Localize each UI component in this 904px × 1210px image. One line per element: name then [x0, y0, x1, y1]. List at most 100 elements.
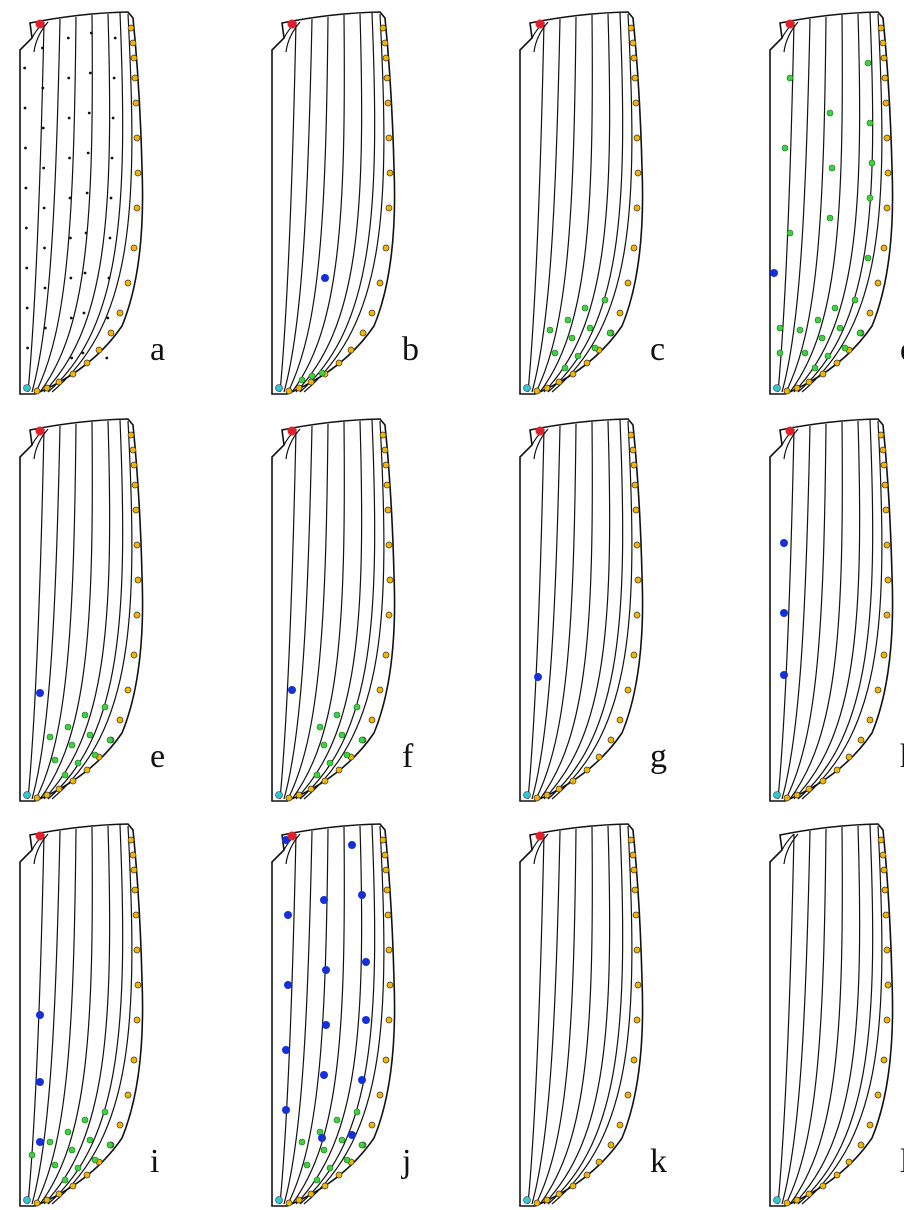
green-dot — [102, 704, 108, 710]
green-dot — [299, 1139, 305, 1145]
yellow-dot — [386, 947, 392, 953]
yellow-dot — [130, 447, 136, 453]
yellow-dot — [584, 1172, 590, 1178]
green-dot — [575, 353, 581, 359]
blue-dot — [534, 673, 542, 681]
black-dot — [42, 167, 45, 170]
yellow-dot — [881, 55, 887, 61]
yellow-dot — [131, 652, 137, 658]
green-dot — [359, 1142, 365, 1148]
panel-label: b — [402, 331, 419, 368]
green-dot — [327, 1165, 333, 1171]
green-dot — [569, 335, 575, 341]
green-dot — [309, 373, 315, 379]
cyan-dot — [774, 1197, 781, 1204]
yellow-dot — [634, 947, 640, 953]
yellow-dot — [384, 482, 390, 488]
black-dot — [68, 157, 71, 160]
black-dot — [44, 327, 47, 330]
green-dot — [562, 365, 568, 371]
black-dot — [69, 237, 72, 240]
green-dot — [69, 742, 75, 748]
black-dot — [24, 107, 27, 110]
yellow-dot — [386, 205, 392, 211]
green-dot — [827, 215, 833, 221]
green-dot — [787, 230, 793, 236]
yellow-dot — [386, 612, 392, 618]
blue-dot — [318, 1134, 326, 1142]
panel: j — [272, 824, 411, 1206]
panel-label: e — [150, 738, 165, 775]
panel-label: g — [650, 738, 667, 775]
yellow-dot — [56, 379, 62, 385]
yellow-dot — [322, 1183, 328, 1189]
yellow-dot — [360, 330, 366, 336]
yellow-dot — [794, 385, 800, 391]
yellow-dot — [794, 1197, 800, 1203]
yellow-dot — [133, 507, 139, 513]
yellow-dot — [634, 612, 640, 618]
yellow-dot — [875, 1092, 881, 1098]
black-dot — [86, 192, 89, 195]
yellow-dot — [584, 360, 590, 366]
elytron-drawing — [272, 824, 395, 1206]
panel: c — [520, 12, 665, 394]
yellow-dot — [631, 867, 637, 873]
black-dot — [44, 287, 47, 290]
black-dot — [24, 147, 27, 150]
blue-dot — [36, 1078, 44, 1086]
blue-dot — [322, 966, 330, 974]
blue-dot — [282, 1106, 290, 1114]
green-dot — [865, 60, 871, 66]
yellow-dot — [885, 577, 891, 583]
yellow-dot — [125, 1092, 131, 1098]
yellow-dot — [633, 507, 639, 513]
green-dot — [344, 1157, 350, 1163]
yellow-dot — [322, 778, 328, 784]
yellow-dot — [806, 786, 812, 792]
yellow-dot — [380, 25, 386, 31]
yellow-dot — [385, 912, 391, 918]
green-dot — [102, 1109, 108, 1115]
black-dot — [110, 197, 113, 200]
yellow-dot — [96, 347, 102, 353]
blue-dot — [284, 981, 292, 989]
yellow-dot — [634, 205, 640, 211]
yellow-dot — [608, 737, 614, 743]
yellow-dot — [867, 717, 873, 723]
yellow-dot — [131, 867, 137, 873]
green-dot — [782, 145, 788, 151]
yellow-dot — [84, 1172, 90, 1178]
panel-label: d — [900, 331, 904, 368]
yellow-dot — [596, 1159, 602, 1165]
yellow-dot — [834, 767, 840, 773]
yellow-dot — [628, 837, 634, 843]
green-dot — [107, 1142, 113, 1148]
red-dot — [536, 427, 545, 436]
green-dot — [334, 1117, 340, 1123]
green-dot — [75, 1165, 81, 1171]
green-dot — [92, 1157, 98, 1163]
green-dot — [819, 335, 825, 341]
green-dot — [299, 377, 305, 383]
yellow-dot — [534, 795, 540, 801]
yellow-dot — [134, 612, 140, 618]
yellow-dot — [308, 786, 314, 792]
green-dot — [867, 120, 873, 126]
red-dot — [288, 832, 297, 841]
yellow-dot — [131, 1057, 137, 1063]
yellow-dot — [382, 40, 388, 46]
yellow-dot — [383, 245, 389, 251]
yellow-dot — [875, 687, 881, 693]
red-dot — [536, 832, 545, 841]
yellow-dot — [632, 482, 638, 488]
green-dot — [837, 325, 843, 331]
yellow-dot — [596, 754, 602, 760]
cyan-dot — [524, 1197, 531, 1204]
black-dot — [67, 37, 70, 40]
black-dot — [87, 152, 90, 155]
yellow-dot — [625, 280, 631, 286]
panel: f — [272, 419, 414, 801]
yellow-dot — [383, 1057, 389, 1063]
yellow-dot — [544, 385, 550, 391]
